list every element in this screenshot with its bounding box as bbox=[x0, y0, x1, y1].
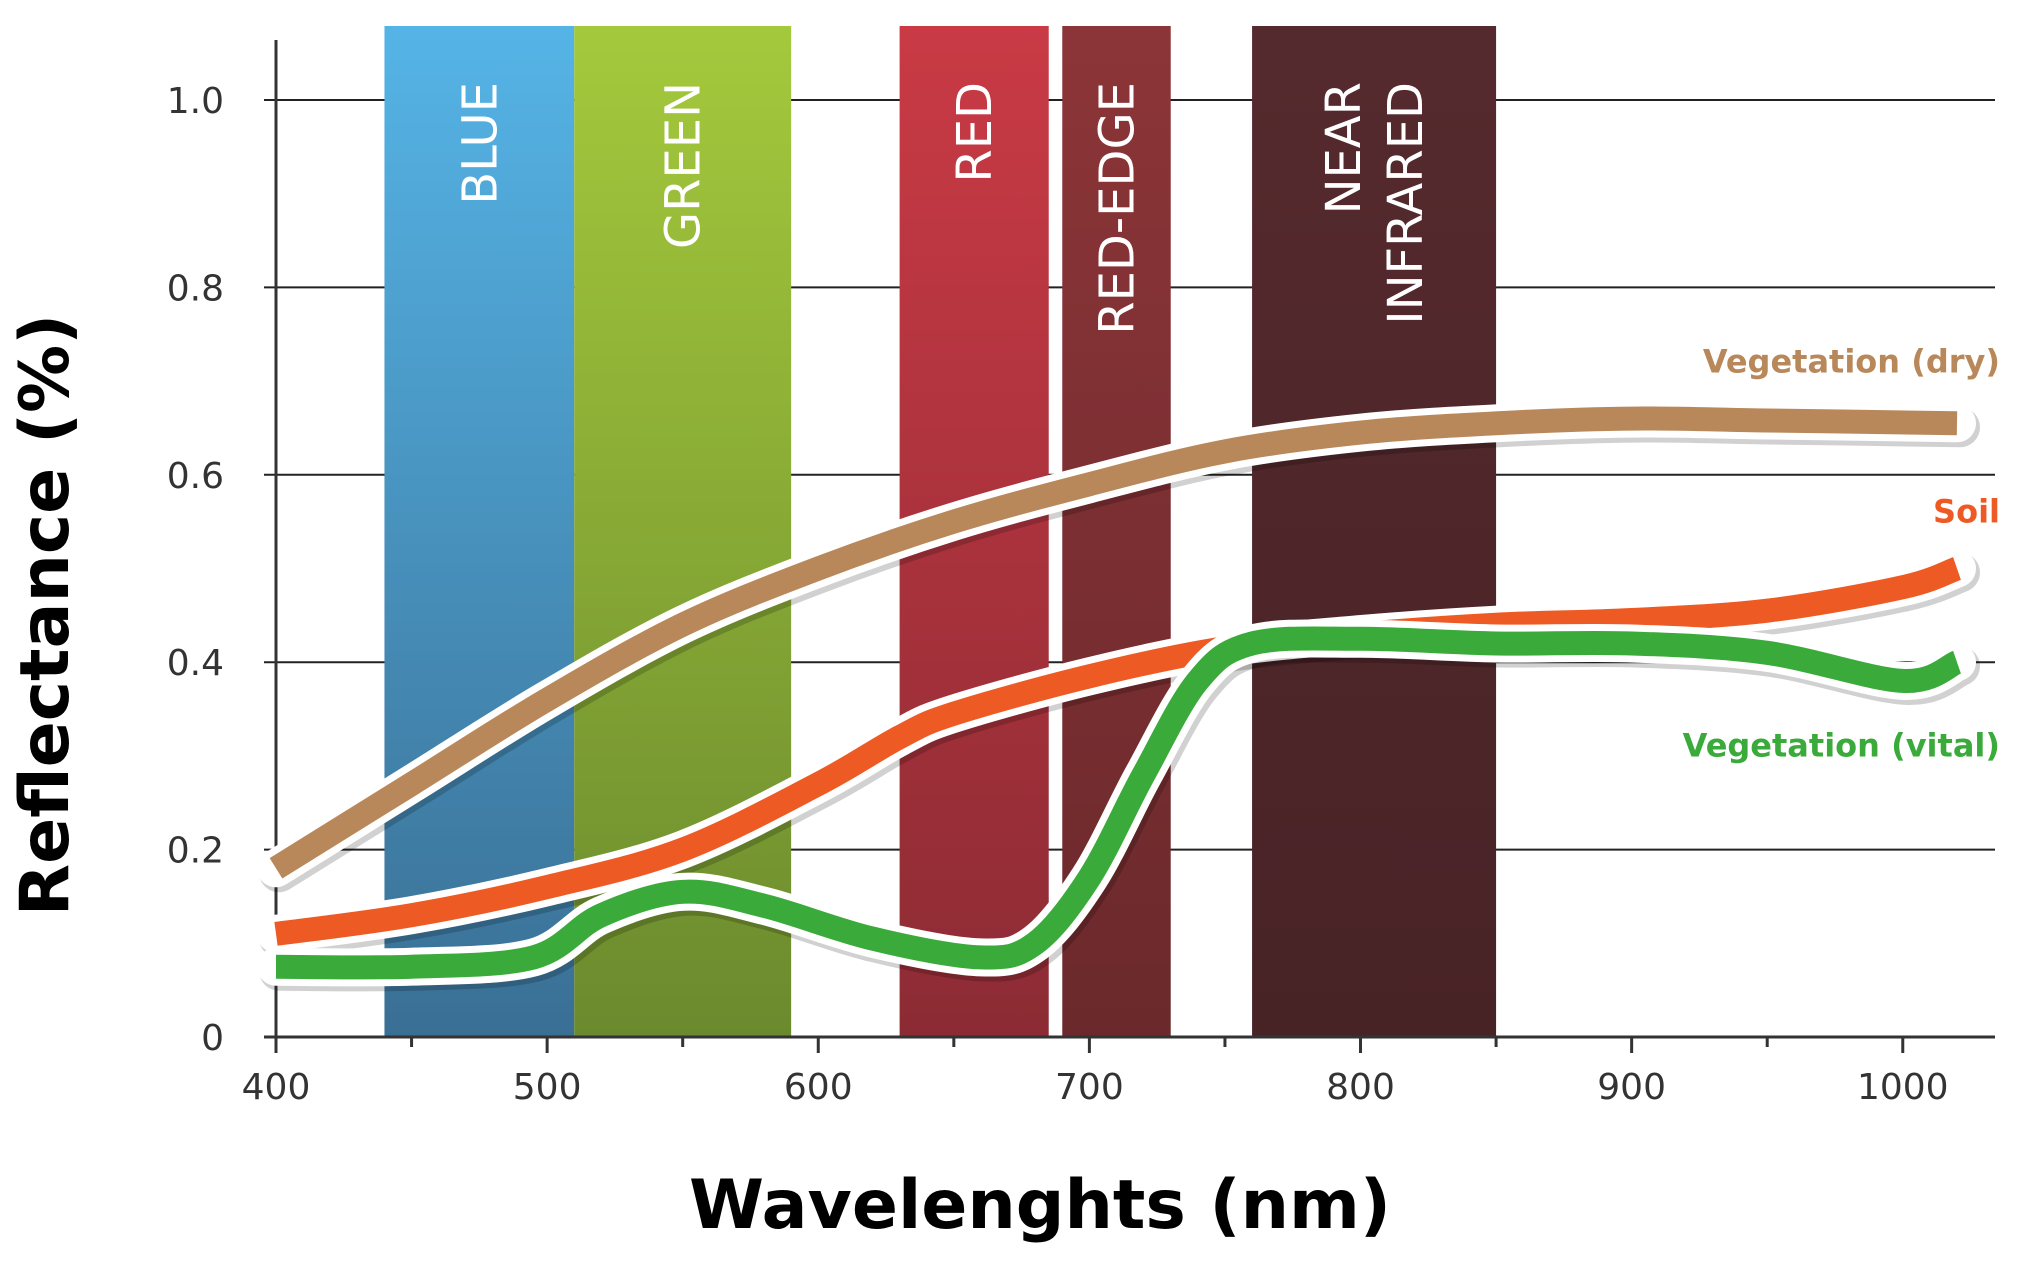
series-line-soil bbox=[274, 557, 1962, 946]
legend-label-vegetation-vital: Vegetation (vital) bbox=[1683, 727, 2000, 765]
legend-label-soil: Soil bbox=[1933, 492, 2000, 530]
band-label: RED bbox=[947, 82, 1003, 183]
band-blue bbox=[384, 26, 575, 1037]
y-tick-label: 0.8 bbox=[167, 268, 224, 309]
band-label: RED-EDGE bbox=[1090, 82, 1146, 335]
band-labels-layer: BLUE GREEN RED RED-EDGE NEAR INFRARED bbox=[452, 82, 1434, 335]
ticks-layer: 0 0.2 0.4 0.6 0.8 1.0 400 500 600 700 800 900 1000 bbox=[167, 81, 1949, 1108]
legend-layer: Vegetation (dry) Soil Vegetation (vital) bbox=[1683, 342, 2000, 764]
x-tick-label: 900 bbox=[1597, 1067, 1666, 1108]
x-tick-label: 500 bbox=[513, 1067, 582, 1108]
band-near-infrared bbox=[1252, 26, 1497, 1037]
band-label: NEAR bbox=[1316, 82, 1372, 214]
band-label: BLUE bbox=[452, 82, 508, 205]
y-tick-label: 0 bbox=[201, 1018, 224, 1059]
legend-label-vegetation-dry: Vegetation (dry) bbox=[1703, 342, 2000, 380]
x-tick-label: 800 bbox=[1326, 1067, 1395, 1108]
y-tick-label: 1.0 bbox=[167, 81, 224, 122]
y-axis-title: Reflectance (%) bbox=[6, 314, 85, 917]
x-tick-label: 1000 bbox=[1857, 1067, 1949, 1108]
y-tick-label: 0.4 bbox=[167, 643, 224, 684]
series-line-vegetation-dry bbox=[269, 406, 1958, 879]
y-tick-label: 0.2 bbox=[167, 831, 224, 872]
x-axis-title: Wavelenghts (nm) bbox=[689, 1166, 1391, 1245]
x-tick-label: 400 bbox=[242, 1067, 311, 1108]
band-label: GREEN bbox=[656, 82, 712, 249]
x-tick-label: 600 bbox=[784, 1067, 853, 1108]
y-tick-label: 0.6 bbox=[167, 456, 224, 497]
series-layer bbox=[257, 399, 1980, 992]
band-label: INFRARED bbox=[1378, 82, 1434, 325]
x-tick-label: 700 bbox=[1055, 1067, 1124, 1108]
series-line-vegetation-vital bbox=[275, 626, 1963, 980]
